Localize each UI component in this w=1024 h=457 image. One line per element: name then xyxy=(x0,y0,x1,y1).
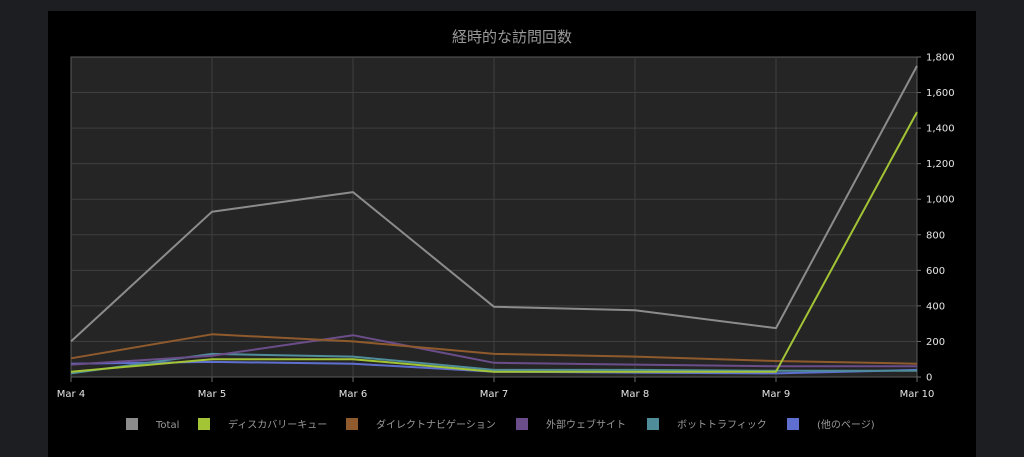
legend-swatch xyxy=(647,418,659,430)
legend-swatch xyxy=(787,418,799,430)
y-tick-label: 0 xyxy=(926,373,932,384)
chart-title: 経時的な訪問回数 xyxy=(452,28,572,46)
legend-item[interactable]: 外部ウェブサイト xyxy=(516,418,626,431)
legend-item[interactable]: (他のページ) xyxy=(787,418,875,431)
series-line xyxy=(70,65,918,343)
x-tick-label: Mar 10 xyxy=(900,389,935,400)
y-tick-label: 1,800 xyxy=(926,53,955,64)
x-axis-ticks: Mar 4 Mar 5 Mar 6 Mar 7 Mar 8 Mar 9 Mar 10 xyxy=(57,377,935,400)
series-line xyxy=(70,333,918,365)
legend: Total ディスカバリーキュー ダイレクトナビゲーション 外部ウェブサイト ボットトラ… xyxy=(126,418,875,431)
x-tick-label: Mar 5 xyxy=(198,389,226,400)
y-tick-label: 600 xyxy=(926,266,945,277)
series-line xyxy=(70,111,918,373)
x-tick-label: Mar 9 xyxy=(762,389,790,400)
legend-swatch xyxy=(198,418,210,430)
y-tick-label: 1,000 xyxy=(926,195,955,206)
y-axis-ticks: 0 200 400 600 800 1,000 1,200 1,400 1,600 1,800 xyxy=(917,53,955,384)
y-tick-label: 400 xyxy=(926,301,945,312)
legend-swatch xyxy=(126,418,138,430)
legend-item[interactable]: ボットトラフィック xyxy=(647,418,767,431)
x-tick-label: Mar 4 xyxy=(57,389,85,400)
legend-label: ディスカバリーキュー xyxy=(228,418,327,431)
legend-label: 外部ウェブサイト xyxy=(546,418,626,431)
legend-swatch xyxy=(346,418,358,430)
legend-swatch xyxy=(516,418,528,430)
y-tick-label: 1,400 xyxy=(926,124,955,135)
series-line xyxy=(70,334,917,368)
legend-label: Total xyxy=(155,420,179,431)
legend-item[interactable]: ディスカバリーキュー xyxy=(198,418,327,431)
grid xyxy=(71,57,917,377)
x-tick-label: Mar 8 xyxy=(621,389,649,400)
legend-label: (他のページ) xyxy=(817,418,875,431)
legend-item[interactable]: Total xyxy=(126,418,179,431)
y-tick-label: 1,600 xyxy=(926,88,955,99)
series-lines xyxy=(70,65,918,375)
legend-label: ボットトラフィック xyxy=(677,419,767,431)
y-tick-label: 1,200 xyxy=(926,159,955,170)
legend-item[interactable]: ダイレクトナビゲーション xyxy=(346,418,496,431)
legend-label: ダイレクトナビゲーション xyxy=(376,418,496,431)
x-tick-label: Mar 6 xyxy=(339,389,367,400)
y-tick-label: 800 xyxy=(926,230,945,241)
x-tick-label: Mar 7 xyxy=(480,389,508,400)
y-tick-label: 200 xyxy=(926,337,945,348)
